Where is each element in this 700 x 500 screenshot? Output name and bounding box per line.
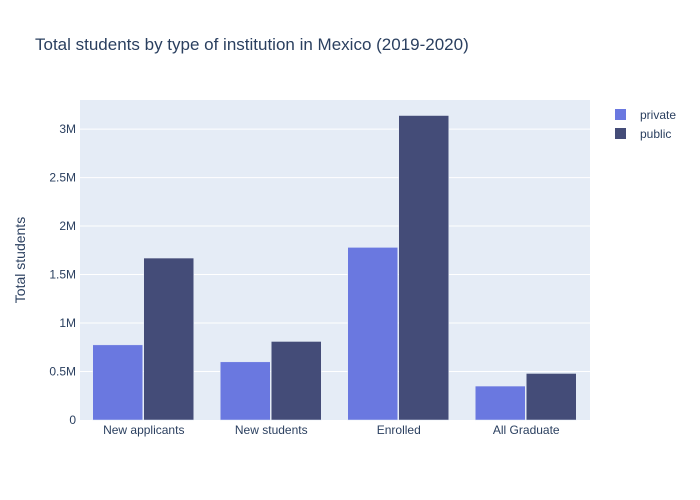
x-tick-label: Enrolled	[377, 423, 421, 437]
y-tick-label: 2.5M	[49, 171, 76, 185]
bar-private[interactable]	[475, 385, 526, 421]
bar-private[interactable]	[92, 344, 143, 421]
chart-title: Total students by type of institution in…	[35, 35, 469, 54]
y-tick-label: 1.5M	[49, 268, 76, 282]
x-tick-label: New students	[235, 423, 308, 437]
bar-public[interactable]	[526, 373, 577, 421]
x-tick-label: All Graduate	[493, 423, 560, 437]
legend-label-public[interactable]: public	[640, 127, 671, 141]
y-tick-label: 3M	[59, 122, 76, 136]
bar-private[interactable]	[347, 247, 398, 421]
y-tick-label: 0	[69, 413, 76, 427]
x-tick-label: New applicants	[103, 423, 184, 437]
y-axis-label: Total students	[12, 217, 28, 303]
bars	[92, 115, 577, 421]
y-tick-label: 2M	[59, 219, 76, 233]
y-tick-label: 0.5M	[49, 365, 76, 379]
y-tick-label: 1M	[59, 316, 76, 330]
legend-swatch-private[interactable]	[615, 109, 626, 120]
bar-private[interactable]	[220, 361, 271, 421]
legend[interactable]: private public	[615, 108, 676, 141]
x-axis-ticks: New applicants New students Enrolled All Gr…	[103, 423, 560, 437]
bar-public[interactable]	[398, 115, 449, 421]
legend-swatch-public[interactable]	[615, 128, 626, 139]
y-axis-ticks: 0 0.5M 1M 1.5M 2M 2.5M 3M	[49, 122, 76, 427]
legend-label-private[interactable]: private	[640, 108, 676, 122]
bar-public[interactable]	[143, 257, 194, 421]
bar-public[interactable]	[271, 341, 322, 421]
